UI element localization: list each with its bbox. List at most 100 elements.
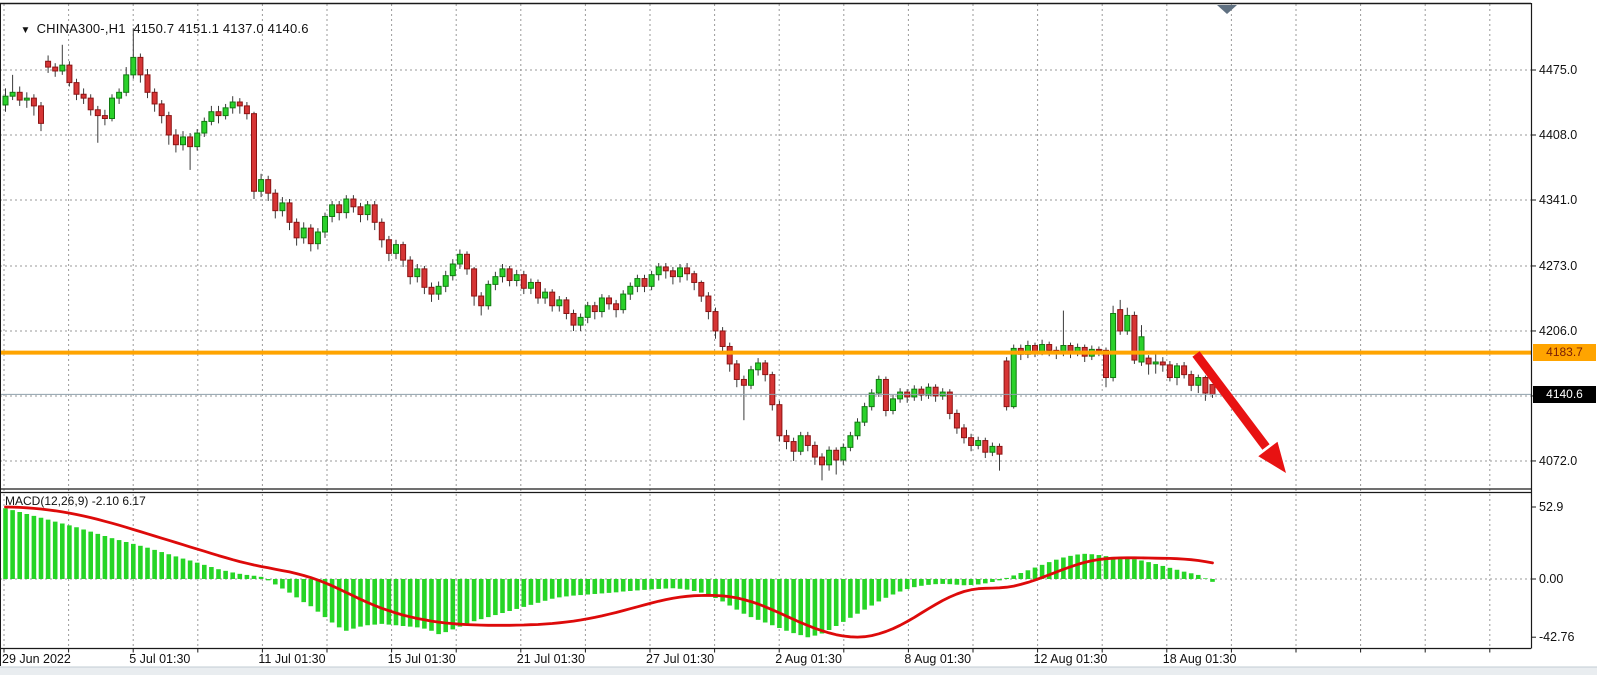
candle-bullish (343, 198, 350, 214)
candle-bullish (655, 266, 662, 276)
time-axis-label: 21 Jul 01:30 (517, 652, 585, 666)
candle-bearish (38, 105, 44, 124)
candle-bearish (158, 103, 165, 117)
candle-bullish (1010, 347, 1017, 408)
candle-bearish (101, 115, 108, 120)
candle-bearish (1117, 309, 1124, 332)
time-axis-label: 2 Aug 01:30 (775, 652, 842, 666)
candle-bearish (1188, 374, 1195, 386)
candle-bearish (357, 206, 364, 216)
candle-bearish (16, 91, 23, 101)
candle-bearish (1202, 377, 1209, 394)
candle-bullish (279, 202, 286, 212)
candle-bullish (861, 406, 868, 423)
bottom-strip (0, 667, 1597, 675)
candle-bearish (1032, 345, 1038, 352)
candle-bearish (1159, 361, 1166, 366)
candle-bearish (165, 115, 172, 136)
macd-axis-label: 52.9 (1539, 500, 1563, 514)
candle-bullish (456, 253, 463, 265)
chart-symbol-period: CHINA300-,H1 (36, 21, 126, 36)
candle-bearish (698, 281, 705, 297)
candle-bullish (329, 204, 336, 217)
candle-bullish (1138, 336, 1145, 363)
candle-bearish (961, 427, 967, 439)
candle-bearish (968, 437, 975, 446)
candle-bullish (620, 293, 627, 311)
price-axis-label: 4475.0 (1539, 63, 1577, 77)
candle-bullish (2, 95, 9, 106)
candle-bearish (471, 268, 478, 297)
candle-bearish (549, 291, 556, 307)
candle-bullish (584, 305, 591, 318)
candle-bearish (719, 330, 726, 347)
trend-arrow-shaft[interactable] (1192, 351, 1270, 450)
candle-bearish (251, 113, 257, 192)
candle-bearish (726, 345, 733, 365)
candle-bullish (854, 421, 861, 437)
candle-bearish (1131, 314, 1138, 361)
candle-bearish (293, 221, 300, 239)
candle-bearish (762, 362, 769, 376)
price-axis-label: 4408.0 (1539, 128, 1577, 142)
candle-bullish (59, 64, 66, 72)
candle-bearish (691, 273, 698, 283)
candle-bullish (499, 268, 506, 278)
candle-bullish (9, 91, 16, 97)
candle-bearish (236, 101, 243, 107)
candle-bullish (840, 446, 847, 461)
candle-bearish (1209, 384, 1216, 395)
candle-bearish (80, 93, 87, 99)
candle-bearish (1181, 365, 1188, 376)
candle-bearish (272, 192, 279, 212)
candle-bullish (116, 91, 123, 99)
candle-bullish (1174, 365, 1180, 379)
candle-bullish (229, 101, 236, 109)
macd-axis-label: 0.00 (1539, 572, 1563, 586)
candle-bearish (776, 404, 783, 437)
candle-bearish (932, 386, 939, 397)
candle-bearish (506, 268, 513, 282)
candle-bearish (946, 391, 953, 414)
time-axis-label: 8 Aug 01:30 (904, 652, 971, 666)
candle-bearish (73, 82, 80, 95)
candle-bearish (982, 440, 989, 453)
candle-bullish (847, 435, 854, 448)
candle-bullish (258, 179, 265, 192)
candle-bullish (598, 297, 605, 313)
candle-bullish (634, 278, 641, 287)
candle-bearish (804, 435, 811, 446)
candle-bearish (371, 204, 378, 223)
candle-bearish (712, 311, 719, 332)
candle-bullish (485, 283, 492, 307)
candle-bearish (30, 97, 37, 107)
candle-bullish (989, 445, 996, 453)
candle-bullish (527, 281, 534, 289)
indicator-label: MACD(12,26,9) -2.10 6.17 (5, 494, 146, 508)
candle-bearish (87, 97, 94, 111)
symbol-dropdown-icon[interactable]: ▼ (20, 25, 31, 36)
candle-bullish (1110, 312, 1117, 379)
candle-bearish (144, 74, 151, 93)
candle-bullish (449, 263, 456, 277)
title-close: 4140.6 (267, 21, 309, 36)
candle-bearish (137, 56, 144, 76)
candle-bullish (577, 316, 584, 326)
candle-bullish (300, 227, 307, 239)
candle-bullish (897, 391, 904, 400)
candle-bearish (428, 286, 435, 295)
trend-arrow-head[interactable] (1258, 441, 1286, 473)
candle-bullish (748, 369, 754, 386)
time-axis-label: 15 Jul 01:30 (388, 652, 456, 666)
candle-bearish (641, 278, 648, 287)
candle-bearish (1103, 349, 1109, 379)
candle-bullish (513, 274, 520, 282)
candle-bullish (109, 97, 115, 120)
candle-bullish (1195, 377, 1202, 386)
candle-bullish (1152, 361, 1159, 365)
candle-bearish (996, 445, 1003, 455)
candle-bullish (755, 362, 762, 371)
chart-shift-marker[interactable] (1217, 5, 1237, 14)
candle-bullish (627, 285, 634, 295)
